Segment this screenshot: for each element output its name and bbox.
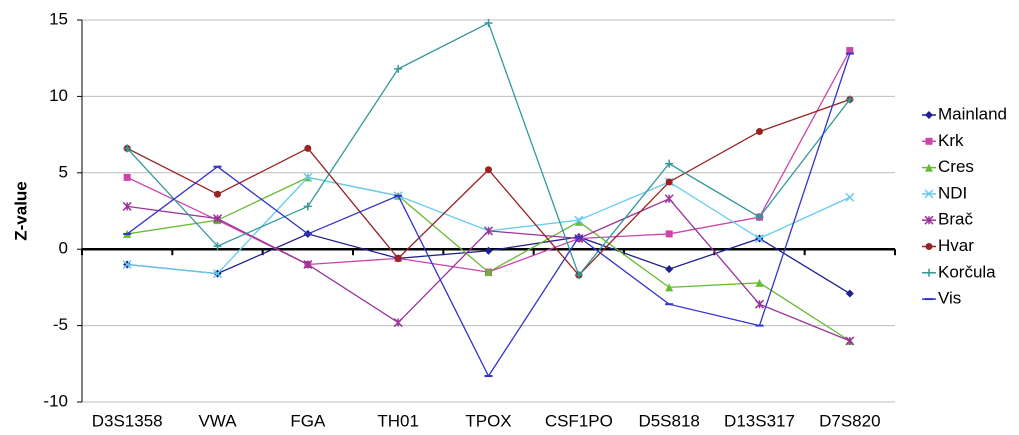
marker [123,173,131,181]
y-axis-title: Z-value [11,181,30,241]
marker [665,265,674,274]
marker [212,214,223,224]
marker [393,318,403,328]
marker [483,226,494,236]
y-tick-label: 5 [59,162,68,181]
marker [394,64,403,73]
marker [925,137,933,145]
marker [574,271,583,280]
series-line [126,53,851,378]
legend-label: Korčula [938,262,996,281]
y-tick-label: 15 [49,9,68,28]
marker [846,47,854,55]
marker [845,289,854,298]
marker [925,268,933,277]
legend-label: Krk [938,131,964,150]
x-tick-label: D13S317 [724,411,795,430]
marker [755,278,764,287]
series-line [127,176,851,342]
marker [845,336,855,346]
marker [925,111,933,119]
marker [665,178,673,186]
y-tick-label: 0 [59,239,68,258]
y-tick-label: -10 [43,391,68,410]
marker [394,254,402,262]
series-line [126,22,851,277]
marker [755,213,764,222]
y-tick-label: 10 [49,86,68,105]
marker [756,128,763,136]
marker [304,144,312,152]
marker [925,163,933,172]
marker [664,194,674,204]
marker [484,246,493,255]
marker [123,144,132,153]
marker [484,268,493,277]
marker [214,190,221,198]
legend-label: Brač [938,210,973,229]
marker [122,259,132,270]
legend-label: NDI [938,183,967,202]
marker [665,230,673,238]
legend-label: Hvar [938,236,974,255]
marker [845,192,855,202]
x-tick-label: D5S818 [638,411,699,430]
x-tick-label: TH01 [377,411,419,430]
series-line [127,233,851,295]
marker [213,242,222,251]
marker [574,215,584,225]
marker [574,217,583,226]
legend-label: Vis [938,289,961,308]
marker [484,19,493,28]
y-tick-label: -5 [53,315,68,334]
marker [665,159,674,168]
x-tick-label: VWA [198,411,237,430]
marker [845,95,854,104]
marker [122,201,132,211]
x-tick-label: FGA [290,411,326,430]
marker [754,233,765,244]
x-tick-label: D3S1358 [92,411,163,430]
legend-label: Mainland [938,104,1007,123]
marker [303,172,313,182]
legend-label: Cres [938,157,974,176]
marker [665,283,674,292]
x-tick-label: TPOX [465,411,511,430]
x-tick-label: D7S820 [819,411,880,430]
marker [754,299,765,309]
x-tick-label: CSF1PO [545,411,613,430]
marker [925,243,933,250]
marker [303,202,312,211]
marker [924,215,934,225]
marker [212,269,223,279]
marker [924,189,934,199]
marker [303,259,313,270]
series-line [127,176,851,275]
marker [485,166,492,174]
